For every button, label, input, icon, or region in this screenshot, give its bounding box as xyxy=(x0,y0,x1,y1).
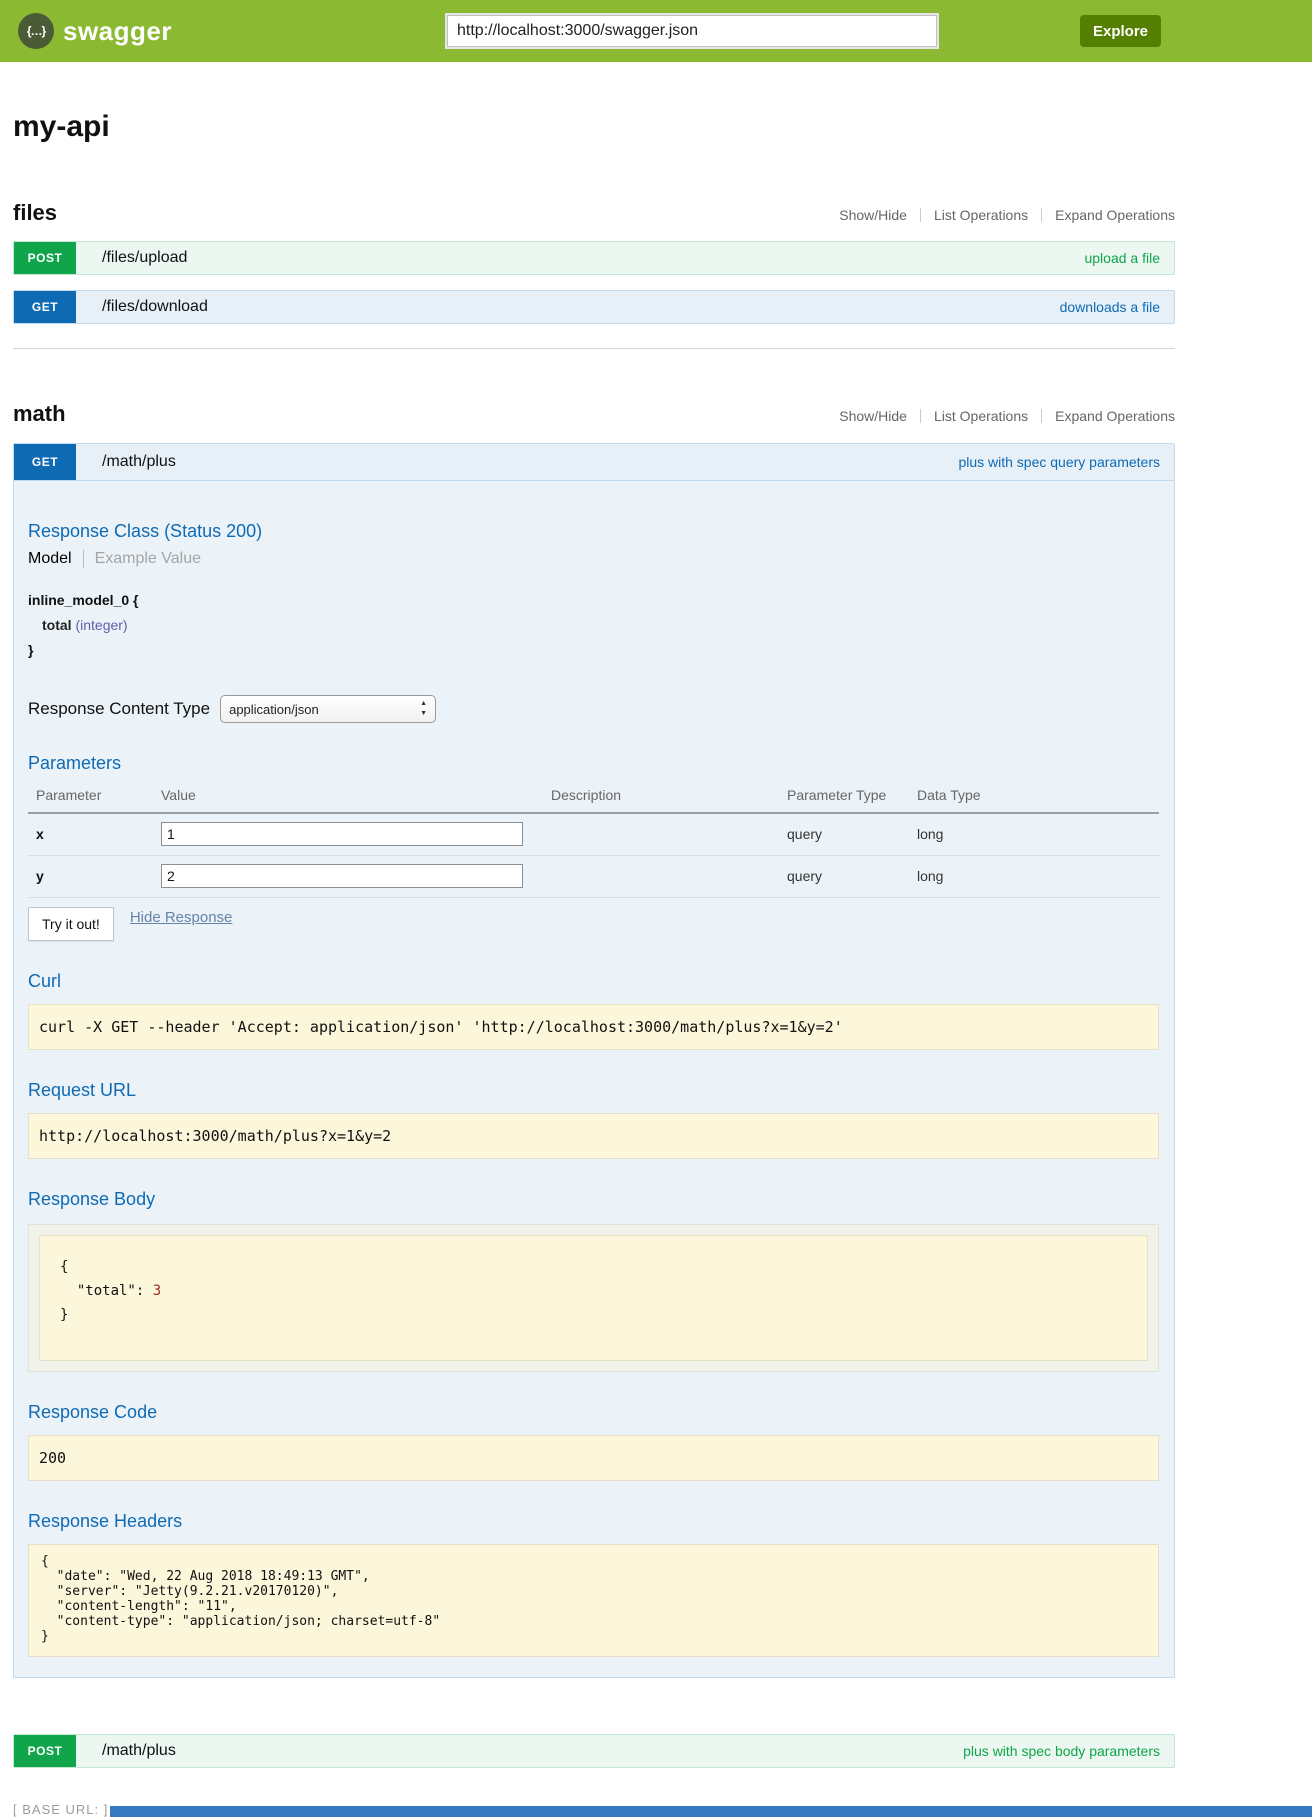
op-path-files-upload[interactable]: /files/upload xyxy=(102,249,188,266)
select-arrows-icon xyxy=(420,699,427,719)
link-separator xyxy=(1041,208,1043,222)
tab-separator xyxy=(82,550,84,568)
math-expand-operations-link[interactable]: Expand Operations xyxy=(1055,408,1175,424)
response-code-title: Response Code xyxy=(28,1402,158,1422)
param-x-description xyxy=(543,813,779,856)
get-method-badge[interactable]: GET xyxy=(14,444,76,480)
model-property-name: total xyxy=(42,617,72,633)
swagger-logo[interactable]: {…} swagger xyxy=(18,13,172,49)
page-title: my-api xyxy=(13,110,110,143)
tab-model[interactable]: Model xyxy=(28,550,72,567)
hide-response-link[interactable]: Hide Response xyxy=(129,909,233,926)
op-path-math-plus-get[interactable]: /math/plus xyxy=(102,453,176,470)
json-number-value: 3 xyxy=(152,1283,162,1299)
op-row-files-upload[interactable]: POST /files/upload upload a file xyxy=(13,241,1175,275)
response-body-title: Response Body xyxy=(28,1189,156,1209)
param-x-type: query xyxy=(779,813,909,856)
op-row-math-plus-post[interactable]: POST /math/plus plus with spec body para… xyxy=(13,1734,1175,1768)
op-summary-files-upload[interactable]: upload a file xyxy=(1084,250,1160,266)
response-body-container: { "total": 3 } xyxy=(28,1224,1159,1372)
files-list-operations-link[interactable]: List Operations xyxy=(933,207,1029,223)
content-wrap: my-api files Show/Hide List Operations E… xyxy=(13,110,1175,1768)
table-row-param-y: y query long xyxy=(28,855,1159,898)
post-method-badge[interactable]: POST xyxy=(14,1735,76,1767)
curl-title: Curl xyxy=(28,971,62,991)
response-code-value: 200 xyxy=(28,1435,1159,1481)
response-content-type-label: Response Content Type xyxy=(28,699,211,718)
math-section-title: math xyxy=(13,401,66,426)
param-x-value-input[interactable] xyxy=(161,822,523,846)
model-signature: inline_model_0 { total (integer) } xyxy=(28,588,1159,663)
response-content-type-select[interactable]: application/json xyxy=(220,695,437,723)
tab-example-value[interactable]: Example Value xyxy=(94,550,202,567)
response-body-json: { "total": 3 } xyxy=(39,1235,1148,1361)
files-show-hide-link[interactable]: Show/Hide xyxy=(839,207,907,223)
math-section-links: Show/Hide List Operations Expand Operati… xyxy=(839,408,1175,424)
operation-detail-panel: Response Class (Status 200) Model Exampl… xyxy=(13,480,1175,1678)
col-value: Value xyxy=(153,780,543,814)
files-expand-operations-link[interactable]: Expand Operations xyxy=(1055,207,1175,223)
curl-command: curl -X GET --header 'Accept: applicatio… xyxy=(28,1004,1159,1050)
link-separator xyxy=(919,208,921,222)
parameters-title: Parameters xyxy=(28,753,122,773)
op-summary-files-download[interactable]: downloads a file xyxy=(1059,299,1160,315)
link-separator xyxy=(1041,409,1043,423)
param-y-data-type: long xyxy=(909,855,1159,898)
section-divider xyxy=(13,348,1175,349)
top-bar: {…} swagger Explore xyxy=(0,0,1312,62)
files-section-links: Show/Hide List Operations Expand Operati… xyxy=(839,207,1175,223)
math-show-hide-link[interactable]: Show/Hide xyxy=(839,408,907,424)
math-list-operations-link[interactable]: List Operations xyxy=(933,408,1029,424)
parameters-header-row: Parameter Value Description Parameter Ty… xyxy=(28,780,1159,814)
op-row-math-plus-get[interactable]: GET /math/plus plus with spec query para… xyxy=(13,443,1175,480)
param-x-name: x xyxy=(28,813,153,856)
model-property-type: (integer) xyxy=(75,617,128,633)
response-class-tabs: Model Example Value xyxy=(28,550,1159,568)
model-close-brace: } xyxy=(28,642,34,658)
json-key: "total" xyxy=(76,1283,136,1299)
op-row-files-download[interactable]: GET /files/download downloads a file xyxy=(13,290,1175,324)
col-data-type: Data Type xyxy=(909,780,1159,814)
request-url-value: http://localhost:3000/math/plus?x=1&y=2 xyxy=(28,1113,1159,1159)
param-y-type: query xyxy=(779,855,909,898)
json-open-brace: { xyxy=(60,1259,69,1275)
response-content-type-value: application/json xyxy=(229,701,319,717)
table-row-param-x: x query long xyxy=(28,813,1159,856)
col-parameter: Parameter xyxy=(28,780,153,814)
param-x-data-type: long xyxy=(909,813,1159,856)
get-method-badge[interactable]: GET xyxy=(14,291,76,323)
col-parameter-type: Parameter Type xyxy=(779,780,909,814)
param-y-name: y xyxy=(28,855,153,898)
parameters-table: Parameter Value Description Parameter Ty… xyxy=(28,780,1159,898)
json-colon: : xyxy=(135,1283,153,1299)
op-summary-math-plus-get[interactable]: plus with spec query parameters xyxy=(958,454,1160,470)
post-method-badge[interactable]: POST xyxy=(14,242,76,274)
param-y-description xyxy=(543,855,779,898)
param-y-value-input[interactable] xyxy=(161,864,523,888)
files-section-title: files xyxy=(13,200,58,225)
swagger-braces-icon: {…} xyxy=(18,13,54,49)
files-section-header: files Show/Hide List Operations Expand O… xyxy=(13,200,1175,226)
link-separator xyxy=(919,409,921,423)
response-content-type-row: Response Content Type application/json xyxy=(28,695,1159,723)
response-class-title: Response Class (Status 200) xyxy=(28,521,263,541)
model-property: total (integer) xyxy=(28,613,1159,638)
math-section-header: math Show/Hide List Operations Expand Op… xyxy=(13,401,1175,427)
sandbox-actions: Try it out! Hide Response xyxy=(28,907,1159,941)
spec-url-input[interactable] xyxy=(445,13,939,49)
op-summary-math-plus-post[interactable]: plus with spec body parameters xyxy=(963,1743,1160,1759)
model-name: inline_model_0 { xyxy=(28,592,139,608)
response-headers-title: Response Headers xyxy=(28,1511,183,1531)
col-description: Description xyxy=(543,780,779,814)
request-url-title: Request URL xyxy=(28,1080,137,1100)
brand-title: swagger xyxy=(63,15,172,46)
response-headers-json: { "date": "Wed, 22 Aug 2018 18:49:13 GMT… xyxy=(28,1544,1159,1657)
op-path-math-plus-post[interactable]: /math/plus xyxy=(102,1742,176,1759)
explore-button[interactable]: Explore xyxy=(1080,15,1161,47)
json-close-brace: } xyxy=(60,1307,69,1323)
try-it-out-button[interactable]: Try it out! xyxy=(28,907,114,941)
op-path-files-download[interactable]: /files/download xyxy=(102,298,208,315)
bottom-blue-strip xyxy=(110,1806,1312,1817)
